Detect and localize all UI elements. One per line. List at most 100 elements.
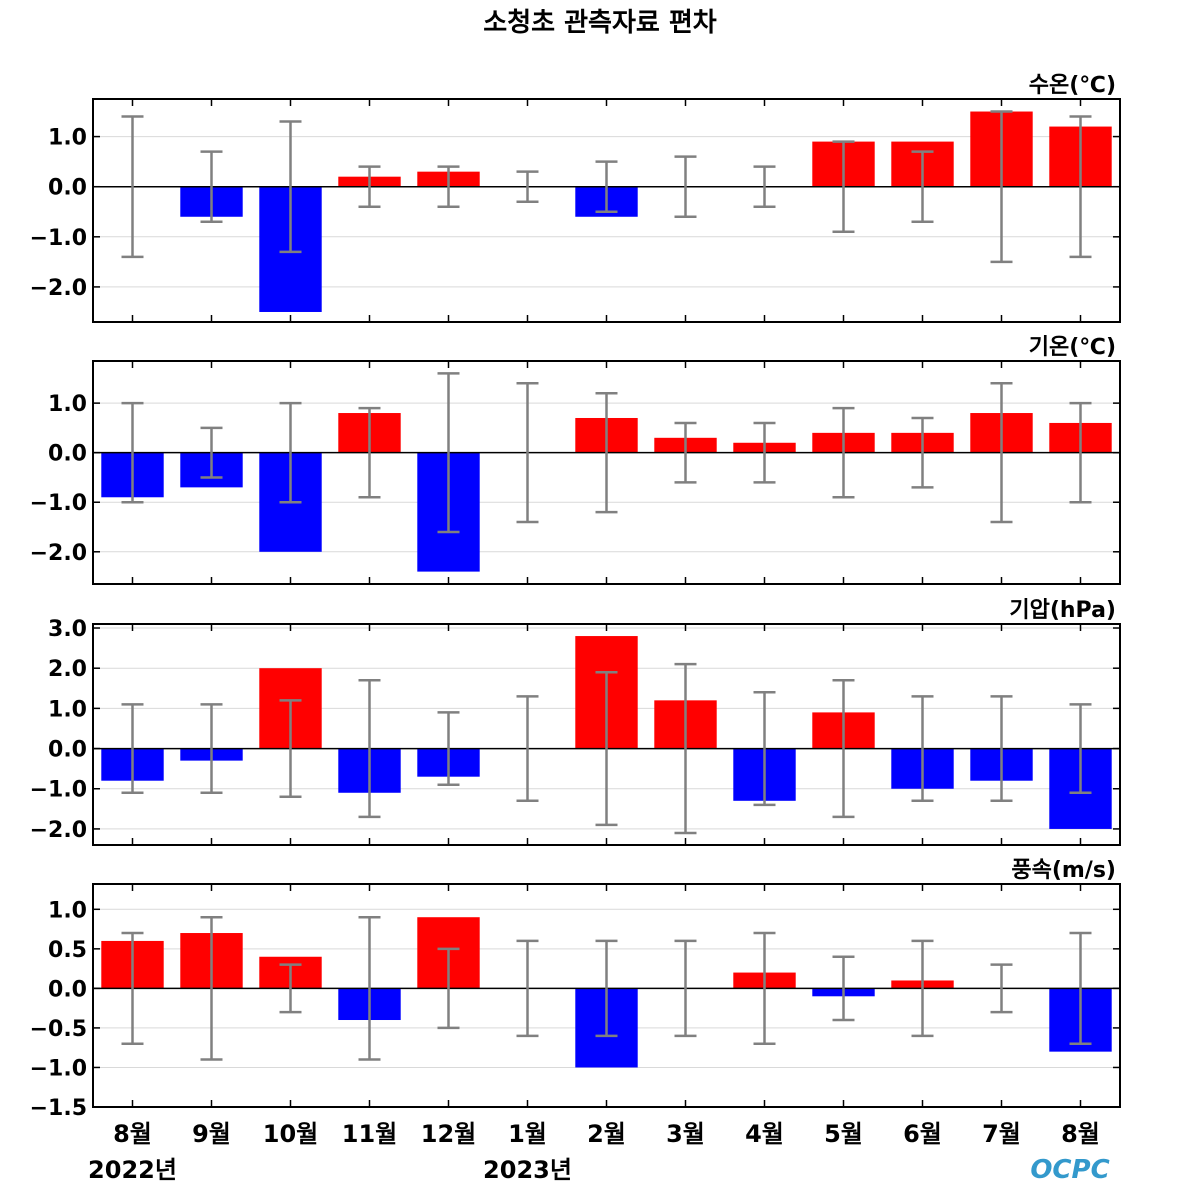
y-tick-label: 1.0 bbox=[48, 898, 87, 923]
errorbar-air-pressure-9 bbox=[832, 679, 855, 819]
errorbar-wind-speed-11 bbox=[990, 963, 1013, 1014]
errorbar-air-pressure-8 bbox=[753, 691, 776, 807]
x-tick-label: 12월 bbox=[421, 1120, 476, 1148]
errorbar-wind-speed-8 bbox=[753, 931, 776, 1045]
errorbar-air-pressure-11 bbox=[990, 695, 1013, 803]
errorbar-water-temperature-9 bbox=[832, 140, 855, 234]
errorbar-air-temperature-0 bbox=[121, 401, 144, 504]
y-tick-label: −1.0 bbox=[30, 491, 87, 516]
x-tick-label: 10월 bbox=[263, 1120, 318, 1148]
y-tick-label: 1.0 bbox=[48, 392, 87, 417]
y-tick-label: 0.0 bbox=[48, 738, 87, 763]
errorbar-air-pressure-7 bbox=[674, 662, 697, 835]
x-tick-label: 2월 bbox=[587, 1120, 626, 1148]
errorbar-water-temperature-5 bbox=[516, 170, 539, 203]
errorbar-wind-speed-9 bbox=[832, 955, 855, 1022]
x-tick-label: 6월 bbox=[903, 1120, 942, 1148]
y-tick-label: 0.5 bbox=[48, 938, 87, 963]
errorbar-air-pressure-3 bbox=[358, 679, 381, 819]
errorbar-air-pressure-1 bbox=[200, 703, 223, 795]
panel-water-temperature: 1.0 0.0 −1.0 −2.0 수온(℃) bbox=[30, 73, 1121, 323]
y-tick-label: 1.0 bbox=[48, 697, 87, 722]
errorbar-air-pressure-4 bbox=[437, 711, 460, 786]
errorbar-air-pressure-10 bbox=[911, 695, 934, 803]
errorbar-air-temperature-11 bbox=[990, 382, 1013, 524]
x-tick-label: 8월 bbox=[113, 1120, 152, 1148]
errorbar-air-temperature-7 bbox=[674, 421, 697, 484]
errorbar-wind-speed-7 bbox=[674, 939, 697, 1038]
panel-unit-label: 수온(℃) bbox=[1029, 73, 1116, 98]
errorbar-air-temperature-1 bbox=[200, 426, 223, 479]
y-tick-label: 0.0 bbox=[48, 442, 87, 467]
errorbar-air-temperature-10 bbox=[911, 416, 934, 489]
errorbar-wind-speed-5 bbox=[516, 939, 539, 1038]
errorbar-water-temperature-4 bbox=[437, 165, 460, 208]
x-axis-labels: 8월 9월 10월 11월 12월 1월 2월 3월 4월 5월 6월 7월 8월 2022년 2023년 bbox=[88, 1120, 1100, 1184]
x-tick-label: 9월 bbox=[192, 1120, 231, 1148]
errorbar-water-temperature-1 bbox=[200, 150, 223, 224]
x-tick-label: 1월 bbox=[508, 1120, 547, 1148]
errorbar-water-temperature-6 bbox=[595, 160, 618, 214]
panel-unit-label: 기압(hPa) bbox=[1009, 598, 1116, 623]
errorbar-air-pressure-5 bbox=[516, 695, 539, 803]
x-tick-label: 8월 bbox=[1061, 1120, 1100, 1148]
errorbar-wind-speed-6 bbox=[595, 939, 618, 1038]
panel-wind-speed: 1.0 0.5 0.0 −0.5 −1.0 −1.5 풍속(m/s) bbox=[30, 858, 1121, 1121]
panel-air-pressure: 3.0 2.0 1.0 0.0 −1.0 −2.0 기압(hPa) bbox=[30, 598, 1121, 846]
errorbar-water-temperature-2 bbox=[279, 120, 302, 254]
y-tick-label: 2.0 bbox=[48, 657, 87, 682]
errorbar-air-temperature-4 bbox=[437, 372, 460, 534]
errorbar-air-pressure-12 bbox=[1069, 703, 1092, 795]
errorbar-air-temperature-8 bbox=[753, 421, 776, 484]
errorbar-water-temperature-12 bbox=[1069, 115, 1092, 259]
x-tick-label: 4월 bbox=[745, 1120, 784, 1148]
errorbar-wind-speed-3 bbox=[358, 915, 381, 1061]
errorbar-water-temperature-3 bbox=[358, 165, 381, 208]
errorbar-air-temperature-9 bbox=[832, 406, 855, 499]
y-tick-label: 3.0 bbox=[48, 617, 87, 642]
errorbar-water-temperature-11 bbox=[990, 110, 1013, 264]
y-tick-label: −2.0 bbox=[30, 541, 87, 566]
y-tick-label: −0.5 bbox=[30, 1017, 87, 1042]
errorbar-air-temperature-2 bbox=[279, 401, 302, 504]
errorbar-wind-speed-4 bbox=[437, 947, 460, 1030]
errorbar-wind-speed-12 bbox=[1069, 931, 1092, 1045]
panel-unit-label: 기온(℃) bbox=[1029, 335, 1116, 360]
panel-unit-label: 풍속(m/s) bbox=[1011, 858, 1116, 883]
errorbar-air-pressure-2 bbox=[279, 699, 302, 799]
year-label: 2022년 bbox=[88, 1156, 177, 1184]
errorbar-wind-speed-10 bbox=[911, 939, 934, 1038]
x-tick-label: 5월 bbox=[824, 1120, 863, 1148]
errorbar-wind-speed-1 bbox=[200, 915, 223, 1061]
y-tick-label: 0.0 bbox=[48, 977, 87, 1002]
errorbar-air-pressure-6 bbox=[595, 670, 618, 827]
y-tick-label: −1.0 bbox=[30, 226, 87, 251]
year-label: 2023년 bbox=[483, 1156, 572, 1184]
chart-title: 소청초 관측자료 편차 bbox=[483, 8, 716, 38]
errorbar-air-temperature-12 bbox=[1069, 401, 1092, 504]
errorbar-wind-speed-0 bbox=[121, 931, 144, 1045]
y-tick-label: 1.0 bbox=[48, 126, 87, 151]
x-tick-label: 7월 bbox=[982, 1120, 1021, 1148]
errorbar-air-temperature-6 bbox=[595, 391, 618, 514]
x-tick-label: 11월 bbox=[342, 1120, 397, 1148]
x-tick-label: 3월 bbox=[666, 1120, 705, 1148]
errorbar-air-pressure-0 bbox=[121, 703, 144, 795]
y-tick-label: −1.0 bbox=[30, 778, 87, 803]
y-tick-label: −1.5 bbox=[30, 1096, 87, 1121]
y-tick-label: −1.0 bbox=[30, 1056, 87, 1081]
errorbar-water-temperature-8 bbox=[753, 165, 776, 208]
y-tick-label: −2.0 bbox=[30, 818, 87, 843]
errorbar-air-temperature-3 bbox=[358, 406, 381, 499]
y-tick-label: −2.0 bbox=[30, 276, 87, 301]
errorbar-water-temperature-7 bbox=[674, 155, 697, 219]
errorbar-air-temperature-5 bbox=[516, 382, 539, 524]
errorbar-water-temperature-10 bbox=[911, 150, 934, 224]
panel-air-temperature: 1.0 0.0 −1.0 −2.0 기온(℃) bbox=[30, 335, 1121, 585]
errorbar-water-temperature-0 bbox=[121, 115, 144, 259]
ocpc-logo: OCPC bbox=[1030, 1155, 1109, 1185]
chart-panels: 1.0 0.0 −1.0 −2.0 수온(℃) 1.0 0.0 −1.0 −2.0 기온(℃) 3.… bbox=[30, 73, 1121, 1121]
y-tick-label: 0.0 bbox=[48, 176, 87, 201]
errorbar-wind-speed-2 bbox=[279, 963, 302, 1014]
